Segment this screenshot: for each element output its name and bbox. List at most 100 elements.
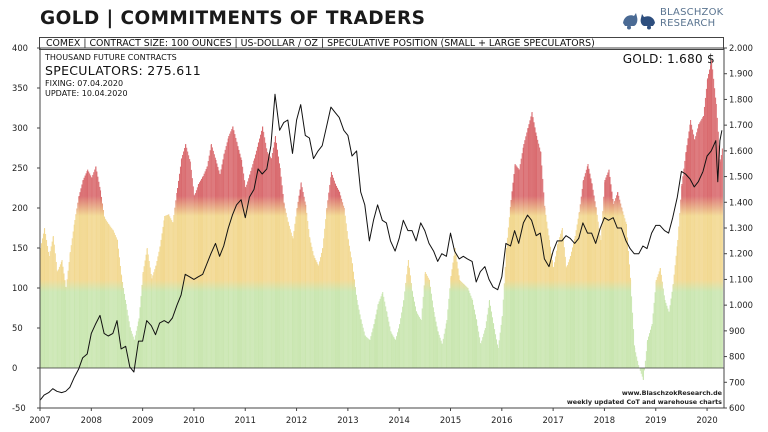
speculators-bar <box>511 191 513 368</box>
speculators-bar <box>644 360 646 368</box>
right-axis-tick-label: 1.300 <box>729 223 753 233</box>
speculators-bar <box>517 168 519 368</box>
speculators-bar <box>672 284 674 368</box>
x-axis-tick-label: 2019 <box>645 415 666 425</box>
speculators-bar <box>292 238 294 368</box>
right-axis-tick-label: 700 <box>729 377 745 387</box>
speculators-bar <box>116 240 118 368</box>
speculators-bar <box>633 329 635 368</box>
speculators-bar <box>129 328 131 368</box>
speculators-bar <box>241 160 243 368</box>
speculators-bar <box>619 199 621 368</box>
speculators-bar <box>56 272 58 368</box>
speculators-bar <box>565 268 567 368</box>
speculators-bar <box>639 368 641 371</box>
speculators-bar <box>347 240 349 368</box>
speculators-bar <box>270 158 272 368</box>
speculators-bar <box>405 282 407 368</box>
speculators-bar <box>719 161 721 368</box>
speculators-bar <box>429 286 431 368</box>
speculators-bar <box>170 218 172 368</box>
speculators-bar <box>707 78 709 369</box>
speculators-bar <box>684 160 686 368</box>
speculators-bar <box>610 184 612 368</box>
speculators-bar <box>140 296 142 368</box>
speculators-bar <box>387 316 389 368</box>
speculators-bar <box>590 178 592 368</box>
speculators-bar <box>84 175 86 368</box>
speculators-bar <box>326 208 328 368</box>
speculators-bar <box>407 265 409 368</box>
speculators-bar <box>689 124 691 369</box>
speculators-bar <box>519 164 521 368</box>
speculators-bar <box>547 228 549 368</box>
speculators-bar <box>484 330 486 368</box>
speculators-bar <box>225 146 227 368</box>
speculators-bar <box>278 163 280 368</box>
speculators-bar <box>581 188 583 368</box>
speculators-bar <box>680 199 682 368</box>
speculators-bar <box>420 318 422 368</box>
speculators-bar <box>371 332 373 368</box>
right-axis-tick-label: 1.700 <box>729 120 753 130</box>
speculators-bar <box>627 250 629 368</box>
speculators-bar <box>139 307 141 368</box>
speculators-bar <box>73 224 75 368</box>
speculators-bar <box>284 208 286 368</box>
speculators-bar <box>124 293 126 368</box>
speculators-bar <box>466 286 468 368</box>
speculators-bar <box>186 147 188 368</box>
speculators-bar <box>316 262 318 368</box>
speculators-bar <box>265 142 267 368</box>
speculators-bar <box>566 265 568 368</box>
speculators-bar <box>65 288 67 368</box>
speculators-bar <box>229 133 231 368</box>
speculators-bar <box>392 335 394 368</box>
speculators-bar <box>91 177 93 368</box>
speculators-bar <box>395 340 397 368</box>
left-axis-tick-label: 100 <box>12 283 28 293</box>
speculators-bar <box>364 336 366 368</box>
speculators-bar <box>603 196 605 368</box>
speculators-bar <box>307 220 309 368</box>
speculators-bar <box>516 166 518 368</box>
speculators-bar <box>195 190 197 368</box>
speculators-bar <box>539 147 541 368</box>
speculators-bar <box>332 177 334 368</box>
speculators-bar <box>712 69 714 369</box>
speculators-bar <box>290 232 292 368</box>
speculators-bar <box>379 298 381 368</box>
speculators-bar <box>236 142 238 368</box>
speculators-bar <box>479 337 481 368</box>
speculators-bar <box>142 272 144 368</box>
speculators-bar <box>298 195 300 368</box>
speculators-bar <box>625 221 627 368</box>
speculators-bar <box>193 196 195 368</box>
speculators-bar <box>258 142 260 368</box>
speculators-bar <box>583 176 585 368</box>
speculators-bar <box>40 243 42 368</box>
speculators-bar <box>331 174 333 368</box>
speculators-bar <box>179 166 181 368</box>
speculators-bar <box>588 168 590 368</box>
speculators-bar <box>176 192 178 368</box>
speculators-bar <box>487 307 489 368</box>
speculators-bar <box>366 337 368 368</box>
speculators-bar <box>351 264 353 368</box>
speculators-bar <box>410 283 412 368</box>
speculators-bar <box>471 298 473 368</box>
speculators-bar <box>107 222 109 368</box>
speculators-bar <box>373 324 375 368</box>
speculators-bar <box>645 351 647 368</box>
speculators-bar <box>398 328 400 368</box>
speculators-bar <box>104 217 106 368</box>
speculators-bar <box>467 288 469 368</box>
speculators-bar <box>451 269 453 368</box>
speculators-bar <box>446 320 448 368</box>
speculators-bar <box>475 314 477 368</box>
speculators-bar <box>221 164 223 368</box>
speculators-bar <box>336 185 338 368</box>
speculators-bar <box>175 200 177 368</box>
speculators-bar <box>720 155 722 368</box>
speculators-bar <box>369 340 371 368</box>
